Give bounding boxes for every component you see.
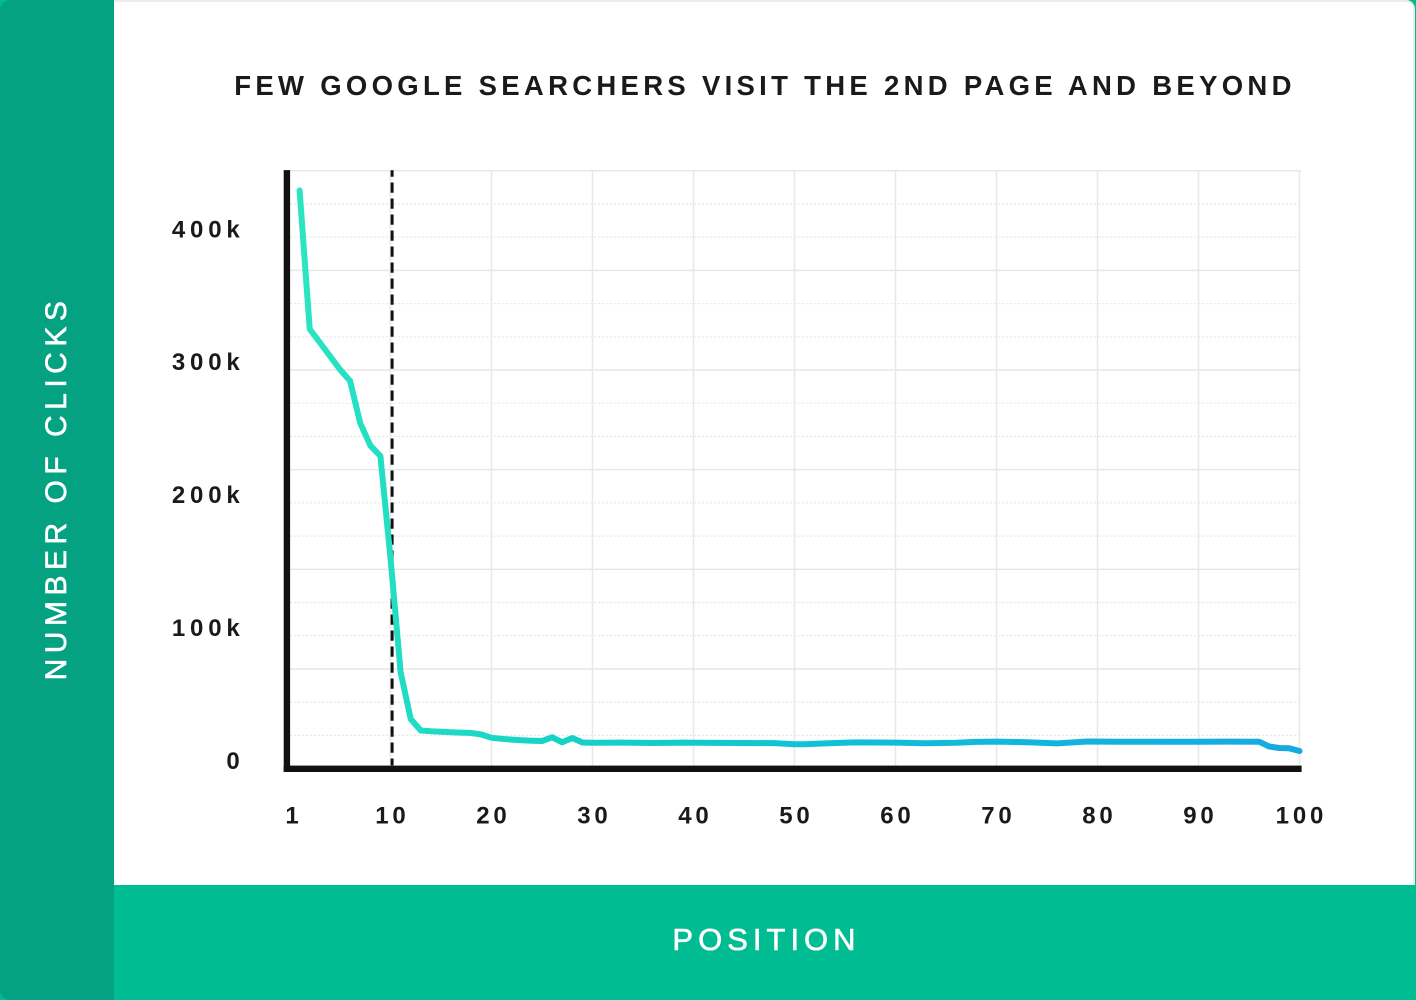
svg-text:200k: 200k [172,482,245,509]
svg-text:40: 40 [678,802,712,829]
svg-text:80: 80 [1082,802,1116,829]
svg-text:60: 60 [880,802,914,829]
svg-text:50: 50 [779,802,813,829]
svg-text:10: 10 [375,802,409,829]
svg-text:70: 70 [981,802,1015,829]
svg-text:100k: 100k [172,615,245,642]
svg-text:0: 0 [226,748,244,775]
svg-text:20: 20 [476,802,510,829]
svg-text:30: 30 [577,802,611,829]
svg-text:1: 1 [285,802,302,829]
svg-text:100: 100 [1276,802,1327,829]
svg-text:400k: 400k [172,216,245,243]
svg-text:300k: 300k [172,349,245,376]
svg-text:90: 90 [1183,802,1217,829]
